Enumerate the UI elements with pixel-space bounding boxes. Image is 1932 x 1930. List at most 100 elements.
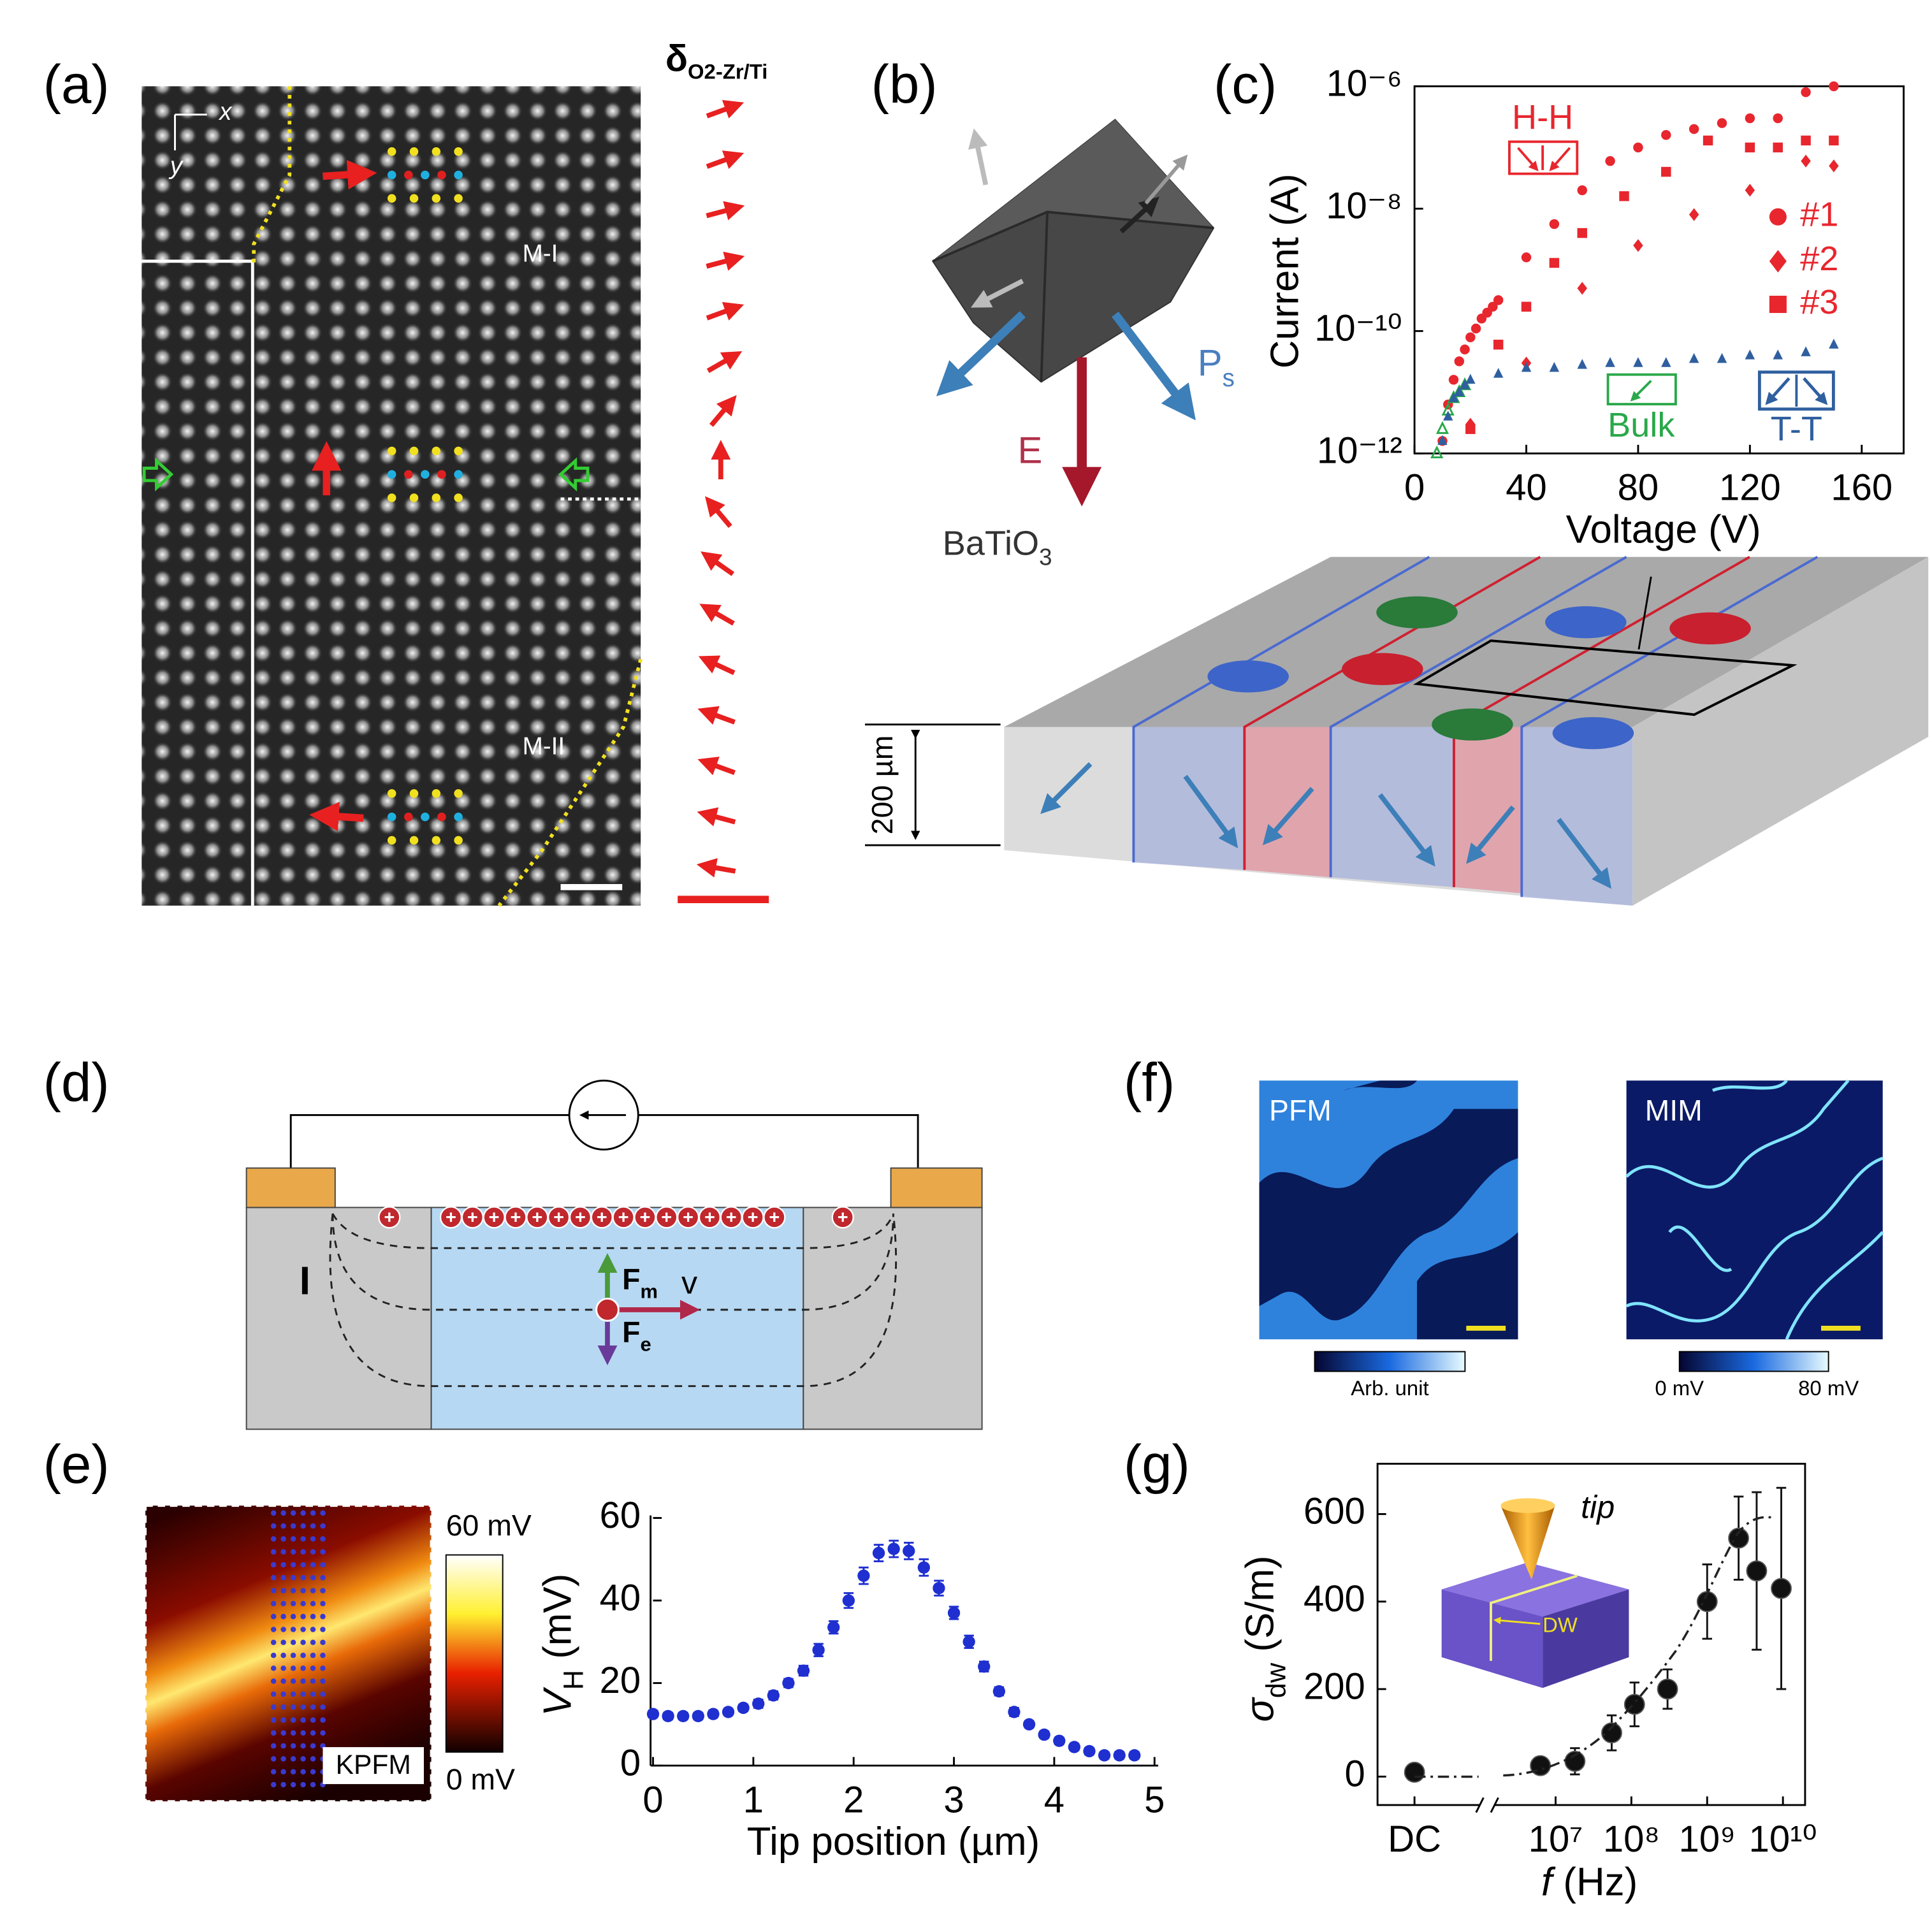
- pfm-domains: [1259, 1080, 1518, 1340]
- velocity-label: v: [681, 1265, 697, 1300]
- atom-dot: [409, 446, 419, 456]
- region-label: M-II: [523, 733, 565, 760]
- tip-spot: [310, 1769, 316, 1775]
- charge-sign: +: [575, 1207, 586, 1228]
- atom-dot: [454, 194, 463, 203]
- tip-spot: [280, 1717, 286, 1723]
- field-line: [329, 1213, 897, 1388]
- domain-blue: [1133, 727, 1245, 870]
- point: [827, 1621, 840, 1634]
- point: [1113, 1749, 1126, 1762]
- panel-label: (f): [1124, 1052, 1175, 1113]
- tip-spot: [310, 1562, 316, 1568]
- tip-spot: [320, 1523, 326, 1529]
- charge: [831, 1206, 854, 1229]
- mim-walls: [1625, 1079, 1884, 1340]
- atom-dot: [454, 836, 463, 845]
- tip-spot: [270, 1549, 277, 1555]
- tip-spot: [270, 1536, 277, 1542]
- point: [1773, 113, 1783, 124]
- point: [1717, 118, 1727, 128]
- tip-cone: [1500, 1506, 1555, 1580]
- point: [646, 1708, 660, 1720]
- point: [1038, 1728, 1050, 1741]
- y-axis-label: VH (mV): [536, 1574, 590, 1716]
- axis-break: [1475, 1797, 1485, 1813]
- y-tick-label: 400: [1304, 1579, 1365, 1620]
- point: [767, 1689, 780, 1702]
- title-part: O2-Zr/Ti: [688, 60, 767, 83]
- insulator: [245, 1207, 432, 1430]
- block-arrows: [1040, 762, 1612, 889]
- label-part: V: [536, 1686, 580, 1716]
- point: [842, 1594, 855, 1607]
- electrode: [1342, 653, 1423, 685]
- x-tick-label: 10⁷: [1529, 1819, 1583, 1860]
- point: [1454, 356, 1465, 366]
- pol-arrow: [1183, 774, 1238, 848]
- point: [1577, 359, 1587, 369]
- charge-sign: +: [489, 1207, 500, 1228]
- green-arrow: [142, 457, 174, 492]
- wall: [1712, 1079, 1788, 1092]
- colorbar-label: 60 mV: [446, 1509, 532, 1542]
- tip-spot: [290, 1769, 296, 1775]
- tip-spot: [290, 1536, 296, 1542]
- x-tick-label: 120: [1719, 468, 1781, 509]
- map-label: KPFM: [336, 1750, 411, 1780]
- point: [1437, 435, 1448, 445]
- y-tick-label: 60: [600, 1495, 641, 1536]
- tip-spot: [300, 1665, 306, 1671]
- point: [1619, 191, 1629, 201]
- atom-dot: [387, 446, 396, 456]
- electrode: [1207, 660, 1289, 693]
- atom-dot: [454, 147, 463, 156]
- y-axis-label: σdw (S/m): [1238, 1555, 1292, 1722]
- panel-b: Ps E BaTiO3 200 µm: [864, 119, 1929, 906]
- domain-wall: [252, 86, 292, 265]
- tip-spot: [280, 1600, 286, 1607]
- axis-label: x: [218, 98, 233, 126]
- block-side: [1632, 556, 1929, 906]
- label-part: dw: [1261, 1662, 1292, 1698]
- point: [1689, 124, 1699, 134]
- point: [933, 1581, 945, 1595]
- point: [1549, 258, 1560, 268]
- displacement-arrow: [709, 395, 737, 427]
- point: [1022, 1718, 1036, 1730]
- x-tick-label: 80: [1618, 468, 1659, 509]
- image-label: PFM: [1269, 1094, 1332, 1127]
- charge: [763, 1206, 786, 1229]
- panel-labels: (a) (b) (c) (d) (e) (f) (g): [43, 55, 1277, 1495]
- x-tick-label: 40: [1506, 468, 1546, 509]
- tip-spot: [280, 1523, 286, 1529]
- point: [1443, 410, 1453, 421]
- point: [857, 1569, 870, 1582]
- tip-spot: [320, 1627, 326, 1632]
- tip-spot: [300, 1769, 306, 1775]
- tip-spot: [310, 1781, 316, 1788]
- point: [1549, 219, 1560, 229]
- point: [1745, 349, 1755, 359]
- label-part: (Hz): [1552, 1861, 1638, 1905]
- point: [1633, 142, 1643, 153]
- point: [1689, 352, 1699, 363]
- atom-dot: [432, 147, 441, 156]
- point: [1601, 1722, 1622, 1744]
- point: [1577, 228, 1587, 238]
- legend-marker: [1769, 250, 1787, 273]
- x-tick-label: 160: [1831, 468, 1892, 509]
- tip-spot: [280, 1781, 286, 1788]
- point: [662, 1709, 674, 1723]
- panel-label: (g): [1124, 1435, 1190, 1495]
- tip-spot: [300, 1730, 306, 1736]
- tip-spot: [270, 1562, 277, 1568]
- y-tick-label: 200: [1304, 1666, 1365, 1707]
- dimension-label: 200 µm: [866, 736, 899, 835]
- tip-spot: [280, 1665, 286, 1671]
- displacement-arrow: [696, 858, 736, 878]
- x-tick-label: 10¹⁰: [1749, 1819, 1817, 1860]
- inset-wall: [1490, 1574, 1578, 1661]
